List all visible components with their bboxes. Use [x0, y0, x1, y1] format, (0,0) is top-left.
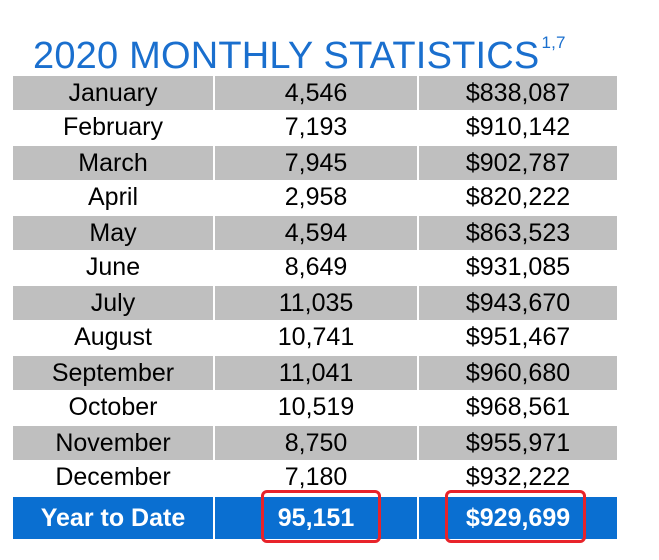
table-row: September 11,041 $960,680 — [13, 355, 617, 390]
amount-cell: $955,971 — [419, 425, 617, 460]
month-cell: August — [74, 323, 152, 351]
amount-cell: $960,680 — [419, 355, 617, 390]
page-title: 2020 MONTHLY STATISTICS 1,7 — [33, 19, 566, 80]
amount-cell: $910,142 — [465, 113, 571, 141]
monthly-statistics-table: January 4,546 $838,087 February 7,193 $9… — [13, 75, 617, 539]
count-cell: 4,546 — [215, 75, 417, 110]
count-cell: 7,945 — [215, 145, 417, 180]
count-cell: 7,193 — [284, 113, 348, 141]
table-row: March 7,945 $902,787 — [13, 145, 617, 180]
count-cell: 11,041 — [215, 355, 417, 390]
count-cell: 10,741 — [277, 323, 355, 351]
count-cell: 11,035 — [215, 285, 417, 320]
total-amount-highlight — [445, 490, 586, 543]
table-row: November 8,750 $955,971 — [13, 425, 617, 460]
count-cell: 8,649 — [284, 253, 348, 281]
total-count: 95,151 — [215, 497, 417, 539]
amount-cell: $931,085 — [465, 253, 571, 281]
month-cell: December — [55, 463, 171, 491]
month-cell: March — [13, 145, 213, 180]
month-cell: November — [13, 425, 213, 460]
amount-cell: $932,222 — [465, 463, 571, 491]
month-cell: September — [13, 355, 213, 390]
amount-cell: $902,787 — [419, 145, 617, 180]
month-cell: February — [62, 113, 164, 141]
amount-cell: $863,523 — [419, 215, 617, 250]
table-row: August 10,741 $951,467 — [13, 320, 617, 355]
table-row: April 2,958 $820,222 — [13, 180, 617, 215]
total-count-highlight — [261, 490, 381, 543]
amount-cell: $968,561 — [465, 393, 571, 421]
total-label: Year to Date — [13, 497, 213, 539]
month-cell: May — [13, 215, 213, 250]
table-row: October 10,519 $968,561 — [13, 390, 617, 425]
count-cell: 10,519 — [277, 393, 355, 421]
total-row: Year to Date 95,151 $929,699 — [13, 497, 617, 539]
count-cell: 4,594 — [215, 215, 417, 250]
title-text: 2020 MONTHLY STATISTICS — [33, 35, 540, 77]
table-row: July 11,035 $943,670 — [13, 285, 617, 320]
table-row: February 7,193 $910,142 — [13, 110, 617, 145]
month-cell: January — [13, 75, 213, 110]
title-footnote: 1,7 — [541, 33, 566, 52]
amount-cell: $820,222 — [465, 183, 571, 211]
amount-cell: $951,467 — [465, 323, 571, 351]
month-cell: October — [68, 393, 158, 421]
table-row: June 8,649 $931,085 — [13, 250, 617, 285]
count-cell: 8,750 — [215, 425, 417, 460]
amount-cell: $838,087 — [419, 75, 617, 110]
table-row: January 4,546 $838,087 — [13, 75, 617, 110]
table-row: December 7,180 $932,222 — [13, 460, 617, 495]
month-cell: April — [87, 183, 138, 211]
amount-cell: $943,670 — [419, 285, 617, 320]
month-cell: July — [13, 285, 213, 320]
count-cell: 2,958 — [284, 183, 348, 211]
count-cell: 7,180 — [284, 463, 348, 491]
table-row: May 4,594 $863,523 — [13, 215, 617, 250]
month-cell: June — [85, 253, 141, 281]
